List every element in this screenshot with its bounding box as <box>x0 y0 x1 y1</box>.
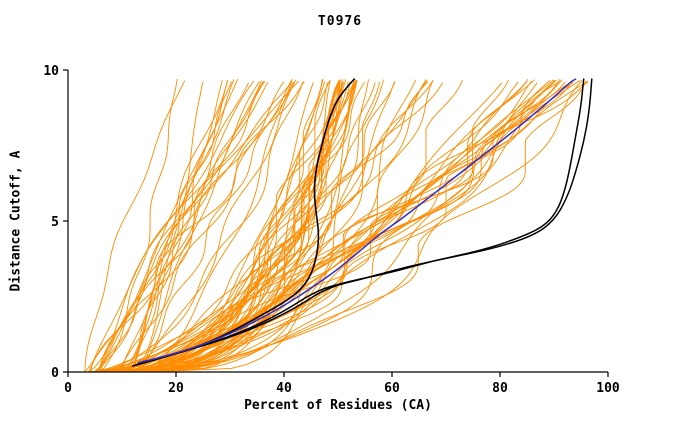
orange-model-curve <box>147 79 369 373</box>
orange-model-curve <box>91 81 304 373</box>
orange-model-curve <box>116 80 356 373</box>
x-tick-label: 0 <box>64 381 72 396</box>
orange-model-curve <box>127 80 229 373</box>
orange-model-curve <box>116 79 292 373</box>
orange-model-curve <box>90 80 300 373</box>
x-axis-label: Percent of Residues (CA) <box>244 398 432 413</box>
orange-model-curve <box>94 79 357 373</box>
x-tick-label: 20 <box>168 381 184 396</box>
orange-model-curve <box>84 82 249 373</box>
orange-model-curve <box>131 79 297 373</box>
x-tick-label: 40 <box>276 381 292 396</box>
black-curve-right-2 <box>142 78 593 364</box>
orange-model-curve <box>120 81 260 373</box>
orange-model-curve <box>146 81 429 373</box>
orange-model-curve <box>89 79 340 373</box>
black-curve-right-1 <box>137 78 585 364</box>
y-tick-label: 10 <box>43 64 59 79</box>
chart-title: T0976 <box>317 14 363 29</box>
orange-model-curve <box>131 79 235 373</box>
orange-model-curve <box>138 78 293 373</box>
y-tick-label: 0 <box>51 366 59 381</box>
orange-model-curve <box>131 80 265 373</box>
orange-model-curve <box>90 79 563 373</box>
orange-model-curve <box>92 82 444 373</box>
orange-model-curve <box>135 82 314 373</box>
orange-model-curve <box>124 80 223 373</box>
orange-model-curve <box>118 79 551 373</box>
orange-model-curve <box>101 80 583 373</box>
blue-curve <box>137 78 577 364</box>
orange-model-curve <box>104 81 527 373</box>
x-tick-label: 60 <box>384 381 400 396</box>
orange-model-curve <box>122 80 357 373</box>
x-tick-label: 100 <box>596 381 620 396</box>
orange-model-curve <box>95 79 556 373</box>
orange-model-curve <box>135 81 204 373</box>
orange-model-curves <box>84 78 589 373</box>
orange-model-curve <box>100 79 428 373</box>
orange-model-curve <box>142 81 262 373</box>
orange-model-curve <box>137 80 533 373</box>
orange-model-curve <box>98 80 255 373</box>
orange-model-curve <box>137 82 538 373</box>
orange-model-curve <box>132 82 269 373</box>
orange-model-curve <box>98 82 293 373</box>
orange-model-curve <box>136 80 587 373</box>
orange-model-curve <box>134 79 575 373</box>
orange-model-curve <box>114 80 589 373</box>
x-tick-label: 80 <box>492 381 508 396</box>
black-curve-center <box>132 78 355 367</box>
orange-model-curve <box>127 81 589 373</box>
y-tick-label: 5 <box>51 215 59 230</box>
orange-model-curve <box>84 80 186 373</box>
orange-model-curve <box>106 82 341 373</box>
orange-model-curve <box>143 81 560 373</box>
